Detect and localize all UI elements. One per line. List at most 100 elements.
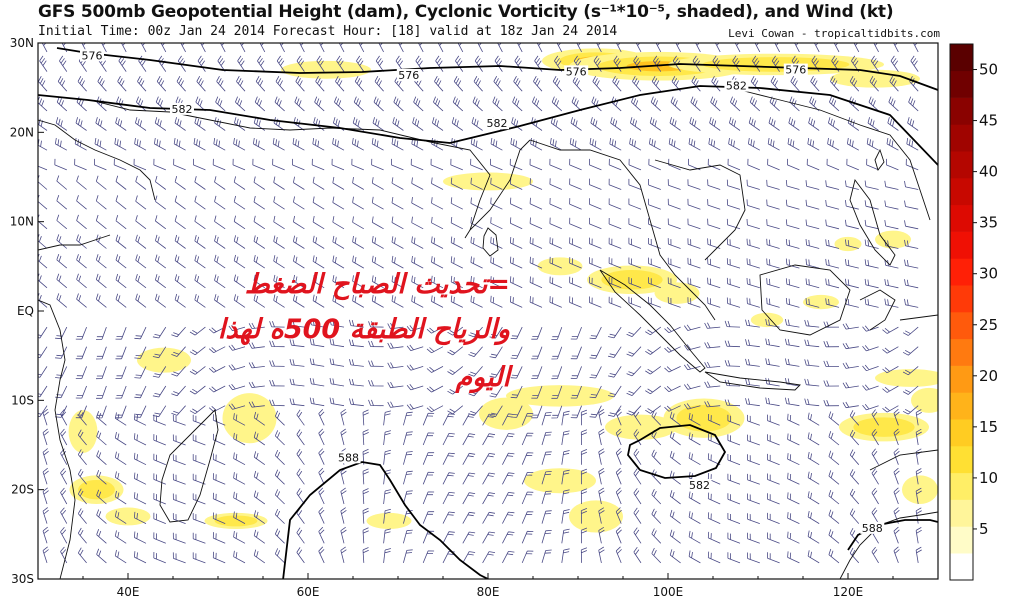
- colorbar-swatch: [950, 44, 973, 72]
- height-contour-576: [56, 47, 938, 91]
- lat-label: 30S: [11, 572, 34, 586]
- lon-label: 60E: [297, 585, 320, 599]
- contour-label: 576: [82, 49, 103, 62]
- vorticity-blob: [569, 500, 623, 533]
- vorticity-blob: [222, 393, 277, 444]
- vorticity-blob: [524, 468, 596, 494]
- vorticity-blob: [68, 410, 98, 454]
- colorbar-swatch: [950, 97, 973, 125]
- contour-label: 588: [338, 451, 359, 464]
- wind-barb-field: [38, 43, 922, 564]
- arabic-overlay-line-2: والرياح الطبقة 500ه لهذا: [217, 314, 510, 345]
- chart-title: GFS 500mb Geopotential Height (dam), Cyc…: [38, 2, 894, 22]
- wind-barbs: [38, 43, 922, 564]
- colorbar-swatch: [950, 446, 973, 474]
- vorticity-blob: [875, 369, 938, 387]
- vorticity-blob: [78, 479, 115, 500]
- colorbar-label: 10: [979, 469, 998, 487]
- contour-label-bg: [724, 79, 749, 92]
- contour-label-bg: [396, 68, 421, 81]
- axis-ticks: [37, 42, 939, 580]
- height-contour-588: [847, 519, 938, 551]
- map-background: [38, 43, 938, 579]
- colorbar-label: 20: [979, 367, 998, 385]
- contour-label-bg: [170, 102, 194, 115]
- vorticity-blob: [214, 515, 258, 527]
- colorbar-label: 15: [979, 418, 998, 436]
- vorticity-blob: [105, 507, 151, 526]
- lat-label: 30N: [10, 36, 34, 50]
- vorticity-blob: [875, 230, 911, 249]
- vorticity-blob: [750, 312, 784, 328]
- lat-label: 20S: [11, 483, 34, 497]
- colorbar-label: 5: [979, 520, 989, 538]
- contour-label: 576: [566, 65, 587, 78]
- colorbar-swatch: [950, 124, 973, 152]
- lat-label: 20N: [10, 125, 34, 139]
- vorticity-blob: [911, 387, 938, 413]
- vorticity-blob: [601, 270, 663, 290]
- colorbar-swatch: [950, 338, 973, 366]
- vorticity-shading: [68, 48, 938, 533]
- contour-label-bg: [336, 451, 361, 464]
- colorbar-swatch: [950, 419, 973, 447]
- colorbar-label: 40: [979, 163, 998, 181]
- height-contour-582: [627, 424, 727, 479]
- colorbar-swatch: [950, 178, 973, 206]
- contour-label-bg: [80, 49, 104, 62]
- colorbar-swatch: [950, 392, 973, 420]
- vorticity-blob: [676, 404, 732, 432]
- contour-label-bg: [860, 521, 885, 534]
- colorbar-swatch: [950, 499, 973, 527]
- colorbar-swatch: [950, 553, 973, 581]
- colorbar-frame: [949, 43, 974, 581]
- lon-label: 80E: [477, 585, 500, 599]
- longitude-labels: 40E 60E 80E 100E 120E: [117, 585, 864, 599]
- colorbar-swatch: [950, 258, 973, 286]
- vorticity-blob: [366, 512, 412, 529]
- colorbar-label: 45: [979, 112, 998, 130]
- colorbar-swatch: [950, 285, 973, 313]
- lon-label: 120E: [833, 585, 864, 599]
- contour-label: 576: [785, 64, 806, 77]
- contour-label-bg: [564, 65, 589, 78]
- vorticity-blob: [281, 60, 371, 79]
- contour-label-bg: [783, 63, 808, 76]
- chart-subtitle: Initial Time: 00z Jan 24 2014 Forecast H…: [38, 24, 618, 39]
- chart-credit: Levi Cowan - tropicaltidbits.com: [728, 27, 940, 40]
- arabic-overlay-line-3: اليوم: [455, 362, 510, 393]
- vorticity-blob: [834, 236, 862, 252]
- vorticity-blob: [479, 397, 533, 430]
- lat-label: 10S: [11, 393, 34, 407]
- colorbar-swatch: [950, 312, 973, 340]
- contour-label: 588: [862, 522, 883, 535]
- lon-label: 100E: [653, 585, 684, 599]
- contour-label-bg: [687, 478, 712, 491]
- contour-label: 582: [172, 103, 193, 116]
- contour-label: 576: [398, 69, 419, 82]
- vorticity-blob: [853, 417, 915, 437]
- colorbar-swatch: [950, 151, 973, 179]
- colorbar-label: 30: [979, 265, 998, 283]
- colorbar-label: 50: [979, 61, 998, 79]
- lat-label: EQ: [17, 304, 34, 318]
- colorbar-swatch: [950, 526, 973, 554]
- vorticity-blob: [803, 294, 839, 310]
- colorbar-swatch: [950, 472, 973, 500]
- colorbar-label: 25: [979, 316, 998, 334]
- vorticity-blob: [506, 385, 614, 407]
- contour-label: 582: [487, 117, 508, 130]
- colorbar-swatch: [950, 365, 973, 393]
- arabic-overlay-line-1: =تحديث الصباح الضغط: [244, 269, 510, 300]
- vorticity-blob: [443, 172, 533, 191]
- contour-label: 582: [689, 479, 710, 492]
- contour-label: 582: [726, 80, 747, 93]
- vorticity-blob: [605, 414, 677, 440]
- colorbar-swatch: [950, 70, 973, 98]
- height-contour-588: [282, 461, 491, 579]
- colorbar-swatch: [950, 204, 973, 232]
- lon-label: 40E: [117, 585, 140, 599]
- lat-label: 10N: [10, 215, 34, 229]
- vorticity-colorbar: 5 10 15 20 25 30 35 40 45 50: [949, 43, 998, 581]
